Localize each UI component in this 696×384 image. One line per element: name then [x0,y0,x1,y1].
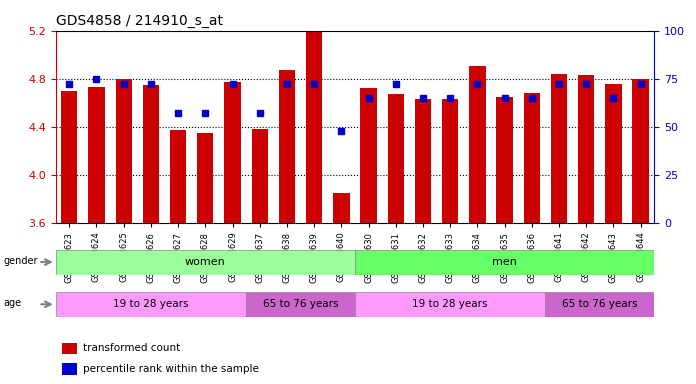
Bar [496,97,513,223]
FancyBboxPatch shape [56,250,355,275]
Bar [523,93,540,223]
Bar [116,79,132,223]
Bar [442,99,459,223]
Bar [551,74,567,223]
Text: 65 to 76 years: 65 to 76 years [562,299,638,310]
Bar [224,82,241,223]
FancyBboxPatch shape [355,250,654,275]
Bar [333,193,349,223]
Text: GDS4858 / 214910_s_at: GDS4858 / 214910_s_at [56,14,223,28]
FancyBboxPatch shape [355,292,546,317]
Text: 65 to 76 years: 65 to 76 years [263,299,338,310]
Text: age: age [3,298,22,308]
Text: men: men [492,257,517,267]
FancyBboxPatch shape [56,292,246,317]
Text: gender: gender [3,256,38,266]
Bar [143,85,159,223]
Bar [606,84,622,223]
Bar [469,66,486,223]
Bar [88,87,104,223]
Text: transformed count: transformed count [83,343,180,353]
Bar [62,343,77,354]
Bar [279,70,295,223]
Text: women: women [185,257,226,267]
Bar [306,31,322,223]
Bar [62,363,77,375]
FancyBboxPatch shape [546,292,654,317]
Bar [61,91,77,223]
Text: 19 to 28 years: 19 to 28 years [113,299,189,310]
Bar [251,129,268,223]
Bar [388,94,404,223]
Bar [361,88,377,223]
Bar [415,99,431,223]
Text: percentile rank within the sample: percentile rank within the sample [83,364,258,374]
Bar [170,130,187,223]
Bar [633,79,649,223]
Bar [197,133,214,223]
FancyBboxPatch shape [246,292,355,317]
Text: 19 to 28 years: 19 to 28 years [413,299,488,310]
Bar [578,75,594,223]
